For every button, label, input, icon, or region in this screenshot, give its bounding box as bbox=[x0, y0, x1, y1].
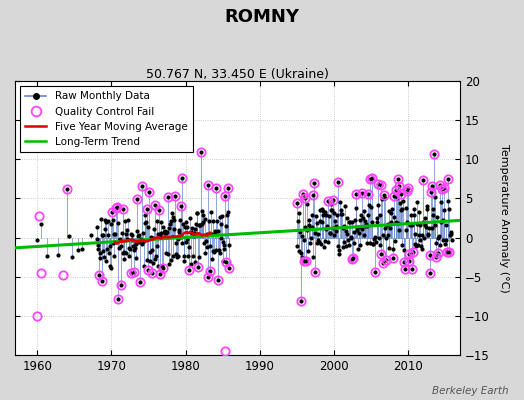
Title: 50.767 N, 33.450 E (Ukraine): 50.767 N, 33.450 E (Ukraine) bbox=[146, 68, 329, 81]
Text: ROMNY: ROMNY bbox=[224, 8, 300, 26]
Legend: Raw Monthly Data, Quality Control Fail, Five Year Moving Average, Long-Term Tren: Raw Monthly Data, Quality Control Fail, … bbox=[20, 86, 192, 152]
Text: Berkeley Earth: Berkeley Earth bbox=[432, 386, 508, 396]
Y-axis label: Temperature Anomaly (°C): Temperature Anomaly (°C) bbox=[499, 144, 509, 292]
